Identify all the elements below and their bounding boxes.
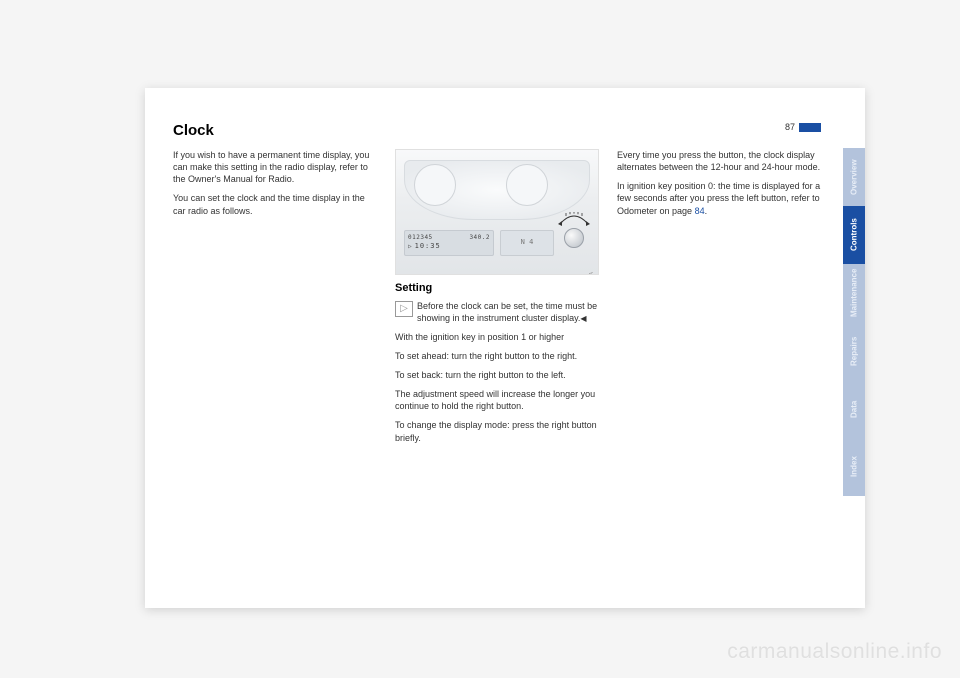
col2-para-1: With the ignition key in position 1 or h…	[395, 331, 599, 343]
tab-controls[interactable]: Controls	[843, 206, 865, 264]
col2-para-5: To change the display mode: press the ri…	[395, 419, 599, 443]
note-body: Before the clock can be set, the time mu…	[417, 301, 597, 323]
lcd-play-icon: ▷	[408, 243, 413, 251]
col3-p2-part2: .	[705, 206, 708, 216]
note-end-icon: ◀	[580, 314, 586, 323]
col1-para-1: If you wish to have a permanent time dis…	[173, 149, 377, 185]
col2-para-3: To set back: turn the right button to th…	[395, 369, 599, 381]
note-text: Before the clock can be set, the time mu…	[417, 300, 599, 325]
lcd-panel: 012345 340.2 ▷ 10:35	[404, 230, 494, 256]
tab-overview[interactable]: Overview	[843, 148, 865, 206]
lcd-odometer: 012345	[408, 234, 433, 242]
tab-repairs[interactable]: Repairs	[843, 322, 865, 380]
gauge-right	[506, 164, 548, 206]
col1-para-2: You can set the clock and the time displ…	[173, 192, 377, 216]
col3-para-2: In ignition key position 0: the time is …	[617, 180, 821, 216]
col2-para-2: To set ahead: turn the right button to t…	[395, 350, 599, 362]
page-number-box: 87	[785, 122, 821, 132]
manual-page: Clock 87 If you wish to have a permanent…	[145, 88, 865, 608]
lcd-trip: 340.2	[469, 234, 490, 242]
section-tabs: Overview Controls Maintenance Repairs Da…	[843, 88, 865, 608]
column-3: Every time you press the button, the clo…	[617, 149, 821, 588]
page-number: 87	[785, 122, 795, 132]
lcd-time: 10:35	[415, 242, 441, 251]
gauge-left	[414, 164, 456, 206]
page-number-bar	[799, 123, 821, 132]
column-1: If you wish to have a permanent time dis…	[173, 149, 377, 588]
watermark: carmanualsonline.info	[727, 640, 942, 664]
knob-rotation-arrows-icon	[556, 212, 592, 226]
col2-para-4: The adjustment speed will increase the l…	[395, 388, 599, 412]
col3-p2-part1: In ignition key position 0: the time is …	[617, 181, 820, 215]
setting-heading: Setting	[395, 281, 599, 296]
page-link-84[interactable]: 84	[695, 206, 705, 216]
clock-knob	[564, 228, 584, 248]
page-title: Clock	[173, 122, 214, 139]
note-block: ▷ Before the clock can be set, the time …	[395, 300, 599, 325]
dashboard-figure: 012345 340.2 ▷ 10:35 N 4	[395, 149, 599, 275]
header-row: Clock 87	[173, 122, 821, 139]
page-content: Clock 87 If you wish to have a permanent…	[145, 88, 843, 608]
gear-panel: N 4	[500, 230, 554, 256]
note-icon: ▷	[395, 301, 413, 317]
tab-index[interactable]: Index	[843, 438, 865, 496]
tab-data[interactable]: Data	[843, 380, 865, 438]
gear-indicator: N 4	[521, 238, 534, 247]
tab-maintenance[interactable]: Maintenance	[843, 264, 865, 322]
column-2: 012345 340.2 ▷ 10:35 N 4	[395, 149, 599, 588]
columns: If you wish to have a permanent time dis…	[173, 149, 821, 588]
col3-para-1: Every time you press the button, the clo…	[617, 149, 821, 173]
figure-code: MN02162CMA	[589, 272, 596, 275]
